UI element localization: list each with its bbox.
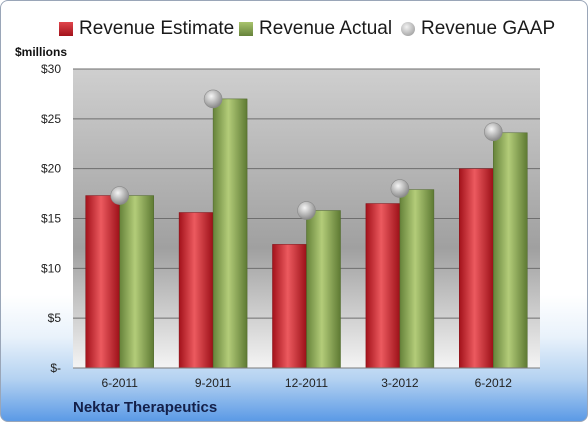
legend-label-revenue-gaap: Revenue GAAP [421,18,556,39]
bar-revenue-actual [306,210,341,369]
legend-label-revenue-actual: Revenue Actual [259,18,393,39]
y-tick-label: $- [50,361,61,375]
y-tick-label: $15 [41,212,61,226]
x-tick-label: 6-2011 [101,376,138,390]
legend-swatch-revenue-gaap [401,22,415,36]
bar-revenue-actual [119,195,154,369]
bar-revenue-actual [399,189,435,369]
x-tick-label: 6-2012 [475,376,513,390]
legend-item-revenue-actual: Revenue Actual [239,15,392,43]
gaap-markers [110,89,503,220]
y-tick-label: $30 [41,62,61,76]
bar-revenue-actual [493,132,528,369]
x-tick-label: 3-2012 [381,376,419,390]
y-tick-label: $25 [41,112,61,126]
y-tick-label: $5 [48,311,62,325]
marker-revenue-gaap [110,186,129,205]
bar-revenue-estimate [459,168,494,369]
bar-revenue-estimate [365,203,401,369]
marker-revenue-gaap [203,89,223,109]
legend-swatch-revenue-actual [239,22,253,36]
bars [85,98,528,369]
y-tick-label: $20 [41,162,61,176]
bar-revenue-estimate [85,195,120,369]
legend-label-revenue-estimate: Revenue Estimate [79,18,235,39]
y-axis-ticks: $- $5 $10 $15 $20 $25 $30 [41,62,61,375]
company-name: Nektar Therapeutics [73,399,218,416]
bar-revenue-estimate [178,212,214,369]
chart-legend: Revenue Estimate Revenue Actual Revenue … [1,15,587,43]
bar-revenue-actual [212,98,248,369]
legend-swatch-revenue-estimate [59,22,73,36]
legend-item-revenue-estimate: Revenue Estimate [59,15,234,43]
x-tick-label: 12-2011 [285,376,328,390]
bar-revenue-estimate [272,244,307,369]
y-tick-label: $10 [41,261,61,275]
x-axis-ticks: 6-2011 9-2011 12-2011 3-2012 6-2012 [101,376,512,390]
legend-item-revenue-gaap: Revenue GAAP [401,15,555,43]
y-axis-unit-label: $millions [15,45,68,59]
marker-revenue-gaap [297,201,316,220]
x-tick-label: 9-2011 [195,376,232,390]
marker-revenue-gaap [390,179,410,198]
marker-revenue-gaap [483,122,503,142]
